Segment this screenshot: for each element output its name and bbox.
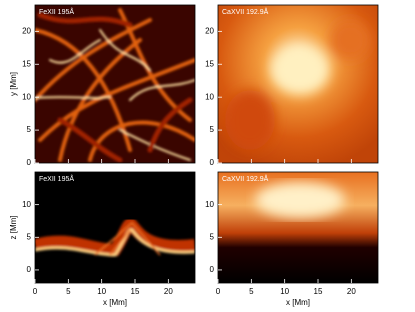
x-tick-label: 5 bbox=[249, 287, 254, 296]
y-tick-label: 10 bbox=[22, 92, 31, 101]
x-tick-label: 10 bbox=[280, 287, 289, 296]
image-fe-top bbox=[35, 5, 195, 163]
y-tick-label: 5 bbox=[210, 125, 215, 134]
y-tick-label: 5 bbox=[210, 232, 215, 241]
y-tick-label: 0 bbox=[27, 158, 32, 167]
image-fe-side bbox=[35, 172, 195, 283]
y-axis-label: z [Mm] bbox=[9, 216, 18, 240]
panel-label: CaXVII 192.9Å bbox=[222, 174, 269, 183]
y-tick-label: 0 bbox=[210, 265, 215, 274]
panel-frame bbox=[217, 171, 379, 284]
y-tick-label: 5 bbox=[27, 125, 32, 134]
panel-frame bbox=[34, 4, 196, 164]
panel-label: CaXVII 192.9Å bbox=[222, 7, 269, 16]
y-tick-label: 0 bbox=[210, 158, 215, 167]
panel-frame bbox=[217, 4, 379, 164]
y-tick-label: 20 bbox=[205, 26, 214, 35]
y-tick-label: 10 bbox=[205, 92, 214, 101]
image-ca-top bbox=[218, 5, 378, 163]
y-axis-label: y [Mm] bbox=[9, 72, 18, 96]
y-tick-label: 10 bbox=[205, 200, 214, 209]
x-tick-label: 10 bbox=[97, 287, 106, 296]
panel-label: FeXII 195Å bbox=[39, 7, 74, 16]
y-tick-label: 5 bbox=[27, 232, 32, 241]
image-ca-side bbox=[218, 172, 378, 283]
x-axis-label: x [Mm] bbox=[103, 298, 127, 307]
y-tick-label: 0 bbox=[27, 265, 32, 274]
x-axis-label: x [Mm] bbox=[286, 298, 310, 307]
x-tick-label: 20 bbox=[347, 287, 356, 296]
y-tick-label: 20 bbox=[22, 26, 31, 35]
y-tick-label: 15 bbox=[22, 59, 31, 68]
x-tick-label: 0 bbox=[33, 287, 38, 296]
y-tick-label: 10 bbox=[22, 200, 31, 209]
panel-frame bbox=[34, 171, 196, 284]
x-tick-label: 15 bbox=[314, 287, 323, 296]
x-tick-label: 5 bbox=[66, 287, 71, 296]
y-tick-label: 15 bbox=[205, 59, 214, 68]
x-tick-label: 20 bbox=[164, 287, 173, 296]
x-tick-label: 0 bbox=[216, 287, 221, 296]
panel-label: FeXII 195Å bbox=[39, 174, 74, 183]
x-tick-label: 15 bbox=[131, 287, 140, 296]
